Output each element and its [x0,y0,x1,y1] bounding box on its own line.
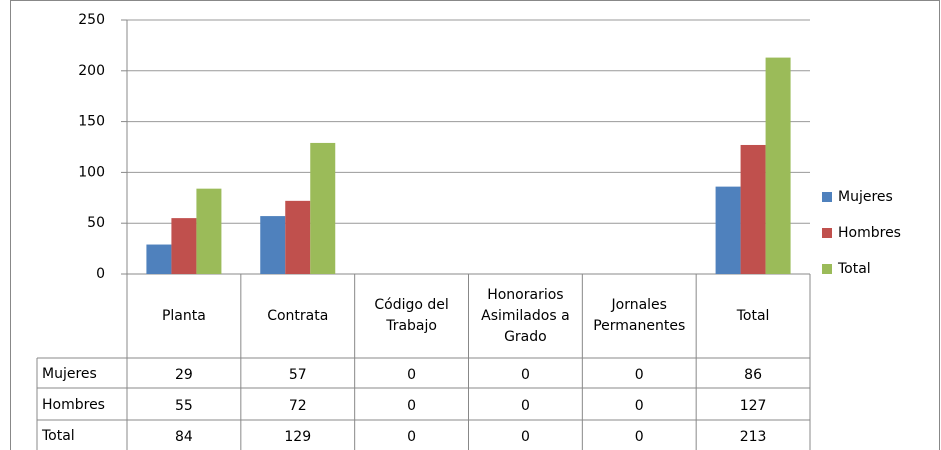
table-row-label: Hombres [42,397,105,413]
y-tick-label: 50 [87,215,105,231]
table-value: 0 [521,367,530,383]
x-tick-label: Honorarios Asimilados a Grado [481,286,570,345]
table-value: 127 [740,398,767,414]
bar [715,186,741,274]
legend-swatch [822,228,832,238]
category-cell: Total [736,307,770,324]
bar [310,142,336,274]
category-cell: Jornales Permanentes [593,297,686,334]
category-cell: Honorarios Asimilados a Grado [481,286,570,345]
category-cell: Contrata [267,307,329,324]
bar [740,144,766,274]
bar [196,188,222,274]
bar [146,244,172,274]
table-value: 86 [744,367,762,383]
legend-label: Hombres [838,225,901,241]
table-value: 0 [521,398,530,414]
legend-label: Mujeres [838,189,893,205]
table-row-label: Total [41,428,75,444]
category-cell: Planta [161,307,206,324]
table-value: 55 [175,398,193,414]
x-tick-label: Código del Trabajo [374,297,449,334]
table-value: 0 [635,398,644,414]
y-tick-label: 150 [78,114,105,130]
y-tick-label: 250 [78,12,105,28]
table-value: 0 [635,367,644,383]
table-value: 0 [407,398,416,414]
legend-swatch [822,264,832,274]
x-tick-label: Total [736,307,770,324]
table-value: 29 [175,367,193,383]
y-tick-label: 100 [78,164,105,180]
y-tick-label: 0 [96,266,105,282]
legend-swatch [822,192,832,202]
bar [171,218,197,274]
category-cell: Código del Trabajo [374,297,449,334]
table-value: 0 [407,367,416,383]
chart-border [10,0,940,450]
x-tick-label: Contrata [267,307,329,324]
x-tick-label: Jornales Permanentes [593,297,686,334]
bar [260,216,286,274]
legend-label: Total [837,261,871,277]
table-value: 84 [175,429,193,445]
y-tick-label: 200 [78,63,105,79]
bar [765,57,791,275]
table-value: 129 [284,429,311,445]
table-value: 72 [289,398,307,414]
x-tick-label: Planta [161,307,206,324]
table-value: 0 [407,429,416,445]
table-value: 213 [740,429,767,445]
bar [285,200,311,274]
table-row-label: Mujeres [42,366,97,382]
table-value: 0 [521,429,530,445]
table-value: 0 [635,429,644,445]
table-value: 57 [289,367,307,383]
